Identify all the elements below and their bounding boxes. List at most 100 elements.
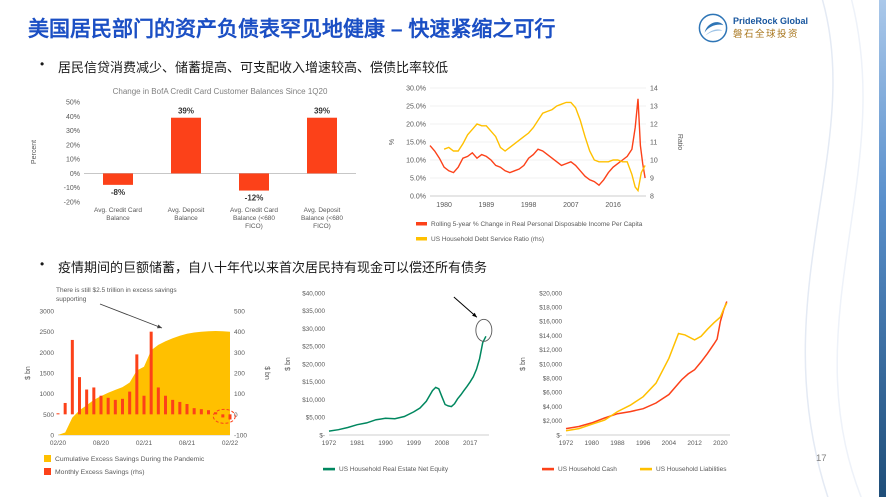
logo-name-en: PrideRock Global xyxy=(733,16,809,26)
svg-text:2017: 2017 xyxy=(463,440,478,447)
svg-text:1988: 1988 xyxy=(610,440,625,447)
svg-text:40%: 40% xyxy=(66,114,80,121)
svg-text:$18,000: $18,000 xyxy=(539,305,562,312)
svg-text:39%: 39% xyxy=(314,107,330,116)
svg-text:$-: $- xyxy=(556,432,562,439)
svg-text:1980: 1980 xyxy=(436,202,452,209)
svg-text:US Household Debt Service Rati: US Household Debt Service Ratio (rhs) xyxy=(431,236,544,243)
svg-text:$16,000: $16,000 xyxy=(539,319,562,326)
svg-text:-12%: -12% xyxy=(245,194,264,203)
svg-text:100: 100 xyxy=(234,391,245,398)
slide-title: 美国居民部门的资产负债表罕见地健康 – 快速紧缩之可行 xyxy=(28,18,556,41)
svg-text:$30,000: $30,000 xyxy=(302,326,325,333)
svg-text:2004: 2004 xyxy=(662,440,677,447)
svg-text:Balance: Balance xyxy=(106,215,130,222)
svg-text:$5,000: $5,000 xyxy=(306,415,326,422)
company-logo-text: PrideRock Global 磐石全球投资 xyxy=(733,16,808,40)
svg-text:There is still $2.5 trillion i: There is still $2.5 trillion in excess s… xyxy=(56,287,177,294)
svg-text:0: 0 xyxy=(50,433,54,440)
svg-text:$40,000: $40,000 xyxy=(302,290,325,297)
svg-text:10.0%: 10.0% xyxy=(406,158,426,165)
svg-text:2000: 2000 xyxy=(40,350,55,357)
svg-text:$10,000: $10,000 xyxy=(539,361,562,368)
svg-text:1980: 1980 xyxy=(584,440,599,447)
svg-text:8: 8 xyxy=(650,194,654,201)
svg-text:$8,000: $8,000 xyxy=(543,376,563,383)
svg-text:3000: 3000 xyxy=(40,309,55,316)
svg-text:%: % xyxy=(389,139,396,145)
logo-name-cn: 磐石全球投资 xyxy=(733,29,800,40)
svg-text:10: 10 xyxy=(650,158,658,165)
svg-text:02/21: 02/21 xyxy=(136,440,153,447)
company-logo: PrideRock Global 磐石全球投资 xyxy=(698,13,808,43)
svg-text:20%: 20% xyxy=(66,142,80,149)
svg-text:1999: 1999 xyxy=(406,440,421,447)
svg-text:FICO): FICO) xyxy=(245,223,263,230)
svg-text:$-: $- xyxy=(319,432,325,439)
svg-text:1996: 1996 xyxy=(636,440,651,447)
svg-text:30%: 30% xyxy=(66,128,80,135)
svg-text:$ bn: $ bn xyxy=(25,366,32,380)
svg-text:50%: 50% xyxy=(66,100,80,107)
svg-text:$14,000: $14,000 xyxy=(539,333,562,340)
svg-text:400: 400 xyxy=(234,329,245,336)
svg-text:Avg. Deposit: Avg. Deposit xyxy=(304,207,341,214)
svg-text:2012: 2012 xyxy=(687,440,702,447)
bullet-1-marker: • xyxy=(40,57,45,71)
svg-text:500: 500 xyxy=(43,412,54,419)
svg-text:1998: 1998 xyxy=(521,202,537,209)
bullet-2-text: 疫情期间的巨额储蓄，自八十年代以来首次居民持有现金可以偿还所有债务 xyxy=(58,260,488,275)
svg-text:$ bn: $ bn xyxy=(263,366,270,380)
svg-text:5.0%: 5.0% xyxy=(410,176,426,183)
company-logo-icon xyxy=(698,13,728,43)
svg-text:$ bn: $ bn xyxy=(520,357,527,371)
svg-text:US Household Real Estate Net E: US Household Real Estate Net Equity xyxy=(339,466,449,473)
svg-text:2016: 2016 xyxy=(605,202,621,209)
svg-text:-10%: -10% xyxy=(64,185,80,192)
svg-text:$15,000: $15,000 xyxy=(302,379,325,386)
svg-text:Monthly Excess Savings (rhs): Monthly Excess Savings (rhs) xyxy=(55,469,145,476)
svg-text:$ bn: $ bn xyxy=(285,357,292,371)
svg-text:$12,000: $12,000 xyxy=(539,347,562,354)
svg-text:$20,000: $20,000 xyxy=(539,290,562,297)
svg-text:Balance: Balance xyxy=(174,215,198,222)
svg-text:0%: 0% xyxy=(70,171,80,178)
svg-text:Cumulative Excess Savings Duri: Cumulative Excess Savings During the Pan… xyxy=(55,456,205,463)
svg-text:15.0%: 15.0% xyxy=(406,140,426,147)
svg-text:12: 12 xyxy=(650,122,658,129)
svg-text:1989: 1989 xyxy=(479,202,495,209)
svg-text:$20,000: $20,000 xyxy=(302,361,325,368)
bullet-1-text: 居民信贷消费减少、储蓄提高、可支配收入增速较高、偿债比率较低 xyxy=(58,60,449,75)
svg-text:FICO): FICO) xyxy=(313,223,331,230)
svg-text:1972: 1972 xyxy=(322,440,337,447)
svg-text:39%: 39% xyxy=(178,107,194,116)
svg-text:Avg. Deposit: Avg. Deposit xyxy=(168,207,205,214)
svg-text:1990: 1990 xyxy=(378,440,393,447)
svg-text:20.0%: 20.0% xyxy=(406,122,426,129)
svg-text:US Household Cash: US Household Cash xyxy=(558,466,617,473)
svg-text:13: 13 xyxy=(650,104,658,111)
svg-text:11: 11 xyxy=(650,140,657,147)
svg-text:US Household Liabilities: US Household Liabilities xyxy=(656,466,727,473)
right-edge-accent-bar xyxy=(879,0,886,497)
chart-real-estate-net-equity: $40,000 $35,000 $30,000 $25,000 $20,000 $15,0… xyxy=(283,283,498,485)
bullet-point-2: • 疫情期间的巨额储蓄，自八十年代以来首次居民持有现金可以偿还所有债务 xyxy=(40,257,487,276)
page-number: 17 xyxy=(816,453,827,464)
chart-excess-savings: There is still $2.5 trillion in excess s… xyxy=(22,283,272,485)
svg-text:Balance (<680: Balance (<680 xyxy=(233,215,275,222)
svg-text:Change in BofA Credit Card Cus: Change in BofA Credit Card Customer Bala… xyxy=(113,87,328,96)
svg-text:2007: 2007 xyxy=(563,202,579,209)
svg-text:-20%: -20% xyxy=(64,200,80,207)
svg-text:$6,000: $6,000 xyxy=(543,390,563,397)
svg-text:-100: -100 xyxy=(234,433,247,440)
svg-text:200: 200 xyxy=(234,371,245,378)
svg-text:Ratio: Ratio xyxy=(676,134,683,150)
svg-text:$2,000: $2,000 xyxy=(543,418,563,425)
svg-text:08/21: 08/21 xyxy=(179,440,196,447)
svg-text:-8%: -8% xyxy=(111,188,125,197)
bullet-point-1: • 居民信贷消费减少、储蓄提高、可支配收入增速较高、偿债比率较低 xyxy=(40,57,448,76)
svg-text:0: 0 xyxy=(234,412,238,419)
svg-text:Avg. Credit Card: Avg. Credit Card xyxy=(230,207,278,214)
svg-text:1981: 1981 xyxy=(350,440,365,447)
